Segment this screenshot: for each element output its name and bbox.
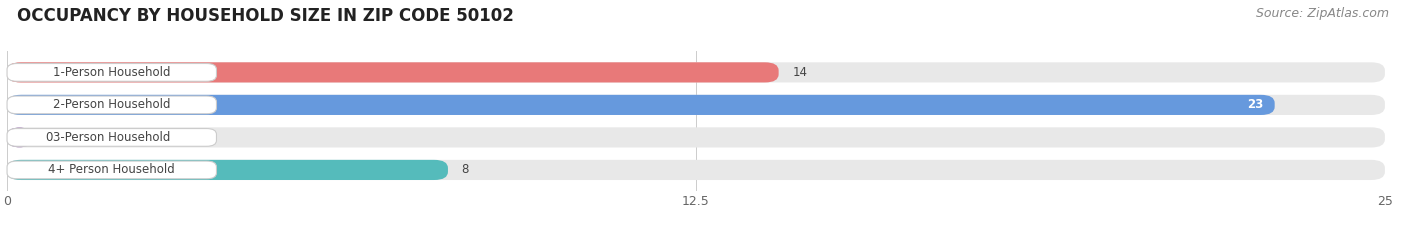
Text: 2-Person Household: 2-Person Household bbox=[53, 98, 170, 111]
Text: 23: 23 bbox=[1247, 98, 1264, 111]
FancyBboxPatch shape bbox=[7, 95, 1385, 115]
Text: 4+ Person Household: 4+ Person Household bbox=[48, 163, 176, 176]
Text: 0: 0 bbox=[45, 131, 53, 144]
Text: OCCUPANCY BY HOUSEHOLD SIZE IN ZIP CODE 50102: OCCUPANCY BY HOUSEHOLD SIZE IN ZIP CODE … bbox=[17, 7, 513, 25]
FancyBboxPatch shape bbox=[7, 62, 779, 82]
Text: 14: 14 bbox=[793, 66, 807, 79]
FancyBboxPatch shape bbox=[7, 64, 217, 81]
FancyBboxPatch shape bbox=[7, 160, 1385, 180]
FancyBboxPatch shape bbox=[7, 62, 1385, 82]
Text: Source: ZipAtlas.com: Source: ZipAtlas.com bbox=[1256, 7, 1389, 20]
FancyBboxPatch shape bbox=[7, 96, 217, 114]
FancyBboxPatch shape bbox=[7, 129, 217, 146]
FancyBboxPatch shape bbox=[7, 127, 32, 147]
FancyBboxPatch shape bbox=[7, 95, 1275, 115]
FancyBboxPatch shape bbox=[7, 127, 1385, 147]
Text: 1-Person Household: 1-Person Household bbox=[53, 66, 170, 79]
Text: 8: 8 bbox=[461, 163, 470, 176]
FancyBboxPatch shape bbox=[7, 160, 449, 180]
Text: 3-Person Household: 3-Person Household bbox=[53, 131, 170, 144]
FancyBboxPatch shape bbox=[7, 161, 217, 179]
